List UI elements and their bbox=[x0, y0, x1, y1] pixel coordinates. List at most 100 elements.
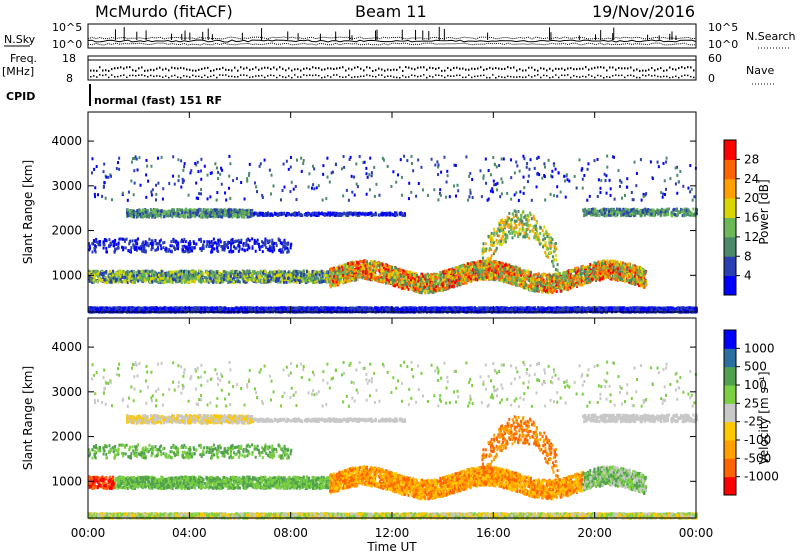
nave-dot bbox=[594, 77, 596, 79]
nave-dot bbox=[225, 74, 227, 76]
power-cell bbox=[263, 281, 265, 284]
freq-dot bbox=[255, 66, 257, 68]
power-cell bbox=[139, 213, 141, 216]
power-cell bbox=[162, 277, 164, 280]
power-cell bbox=[167, 272, 169, 275]
power-cell bbox=[300, 213, 302, 216]
power-cell bbox=[310, 279, 312, 282]
freq-dot bbox=[528, 67, 530, 69]
nsky-panel-frame bbox=[88, 24, 696, 48]
power-cell bbox=[148, 216, 150, 219]
nave-dot bbox=[471, 77, 473, 79]
nave-dot bbox=[651, 75, 653, 77]
power-cell bbox=[172, 212, 174, 215]
power-cell bbox=[227, 275, 229, 278]
power-cell bbox=[212, 273, 214, 276]
power-cell bbox=[118, 279, 120, 282]
freq-dot bbox=[381, 69, 383, 71]
freq-dot bbox=[90, 70, 92, 72]
power-cell bbox=[147, 209, 149, 212]
power-cell bbox=[129, 213, 131, 216]
power-cell bbox=[247, 215, 249, 218]
power-cell bbox=[315, 212, 317, 215]
power-cell bbox=[99, 278, 101, 281]
nave-dot bbox=[306, 75, 308, 77]
nave-dot bbox=[408, 76, 410, 78]
power-cell bbox=[303, 270, 305, 273]
nave-dot bbox=[129, 75, 131, 77]
power-cell bbox=[611, 212, 613, 215]
freq-dot bbox=[378, 68, 380, 70]
power-cell bbox=[177, 212, 179, 215]
freq-dot bbox=[357, 66, 359, 68]
nave-dot bbox=[486, 77, 488, 79]
power-cell bbox=[248, 213, 250, 216]
power-cell bbox=[95, 270, 97, 273]
power-cell bbox=[138, 208, 140, 211]
nave-dot bbox=[534, 75, 536, 77]
power-cell bbox=[125, 271, 127, 274]
power-cell bbox=[212, 278, 214, 281]
power-cell bbox=[194, 273, 196, 276]
freq-dot bbox=[690, 66, 692, 68]
power-cell bbox=[152, 209, 154, 212]
nave-dot bbox=[132, 75, 134, 77]
freq-dot bbox=[285, 69, 287, 71]
power-cell bbox=[304, 213, 306, 216]
power-cell bbox=[298, 276, 300, 279]
nave-dot bbox=[342, 77, 344, 79]
freq-dot bbox=[240, 66, 242, 68]
power-cell bbox=[92, 279, 94, 282]
power-cell bbox=[671, 211, 673, 214]
power-cell bbox=[109, 277, 111, 280]
nave-dot bbox=[318, 75, 320, 77]
power-cell bbox=[112, 280, 114, 283]
nave-dot bbox=[222, 74, 224, 76]
nave-dot bbox=[330, 76, 332, 78]
power-cell bbox=[201, 211, 203, 214]
power-cell bbox=[240, 275, 242, 278]
power-cell bbox=[588, 211, 590, 214]
power-cell bbox=[102, 273, 104, 276]
power-cell bbox=[683, 213, 685, 216]
nave-dot bbox=[153, 76, 155, 78]
power-cell bbox=[290, 213, 292, 216]
power-cell bbox=[173, 278, 175, 281]
power-cell bbox=[265, 274, 267, 277]
power-cell bbox=[168, 275, 170, 278]
nave-dot bbox=[135, 75, 137, 77]
nave-dot bbox=[384, 76, 386, 78]
freq-dot bbox=[153, 69, 155, 71]
nave-dot bbox=[102, 75, 104, 77]
nave-dot bbox=[576, 76, 578, 78]
freq-dot bbox=[282, 68, 284, 70]
nave-dot bbox=[264, 77, 266, 79]
nave-dot bbox=[513, 76, 515, 78]
nave-dot bbox=[165, 75, 167, 77]
freq-dot bbox=[363, 69, 365, 71]
power-cell bbox=[311, 270, 313, 273]
nave-dot bbox=[675, 76, 677, 78]
power-cell bbox=[312, 281, 314, 284]
power-cell bbox=[279, 281, 281, 284]
freq-dot bbox=[96, 70, 98, 72]
power-cell bbox=[303, 274, 305, 277]
cpid-label: CPID bbox=[6, 90, 35, 103]
freq-dot bbox=[522, 70, 524, 72]
power-cell bbox=[183, 270, 185, 273]
nave-dot bbox=[348, 74, 350, 76]
nave-dot bbox=[438, 75, 440, 77]
power-cell bbox=[323, 279, 325, 282]
freq-dot bbox=[654, 69, 656, 71]
nave-dot bbox=[681, 75, 683, 77]
power-cell bbox=[655, 210, 657, 213]
freq-dot bbox=[360, 68, 362, 70]
power-cell bbox=[617, 211, 619, 214]
power-cell bbox=[287, 277, 289, 280]
power-cell bbox=[118, 276, 120, 279]
nave-dot bbox=[642, 74, 644, 76]
nave-dot bbox=[546, 75, 548, 77]
power-cell bbox=[269, 274, 271, 277]
freq-dot bbox=[594, 67, 596, 69]
freq-dot bbox=[408, 67, 410, 69]
